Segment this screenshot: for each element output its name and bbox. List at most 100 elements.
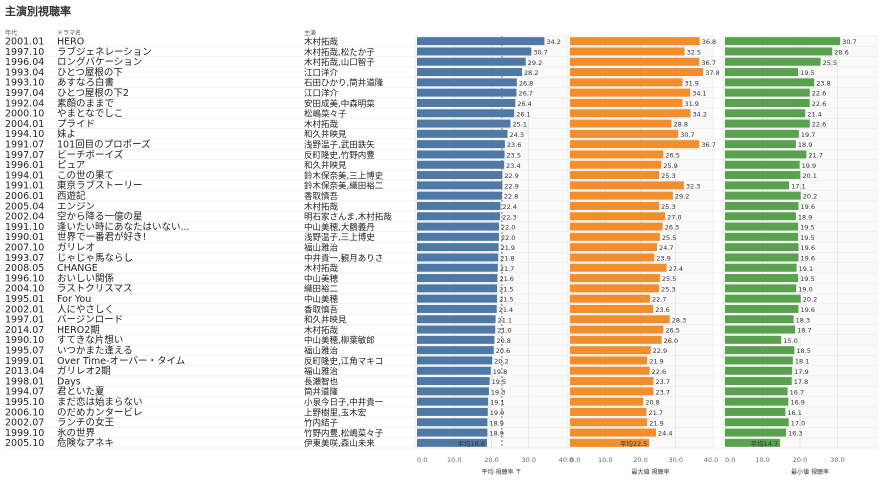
- bar-max: [570, 160, 662, 169]
- bar-min: [725, 232, 799, 241]
- x-tick-label: 0.0: [570, 456, 580, 464]
- data-label: 16.7: [790, 388, 804, 396]
- bar-avg: [417, 356, 493, 365]
- data-label: 27.4: [669, 265, 683, 273]
- year-label: 2002.01: [5, 304, 44, 315]
- data-label: 21.7: [648, 409, 662, 417]
- bar-max: [570, 335, 662, 344]
- x-tick-label: 20.0: [484, 456, 498, 464]
- drama-title-label: 西遊記: [57, 190, 86, 202]
- cast-label: 上野樹里,玉木宏: [304, 407, 366, 418]
- data-label: 21.4: [499, 306, 513, 314]
- bar-min: [725, 304, 799, 313]
- bar-avg: [417, 222, 499, 231]
- drama-title-label: ロングバケーション: [57, 56, 142, 68]
- bar-min: [725, 140, 796, 149]
- cast-label: 江口洋介: [304, 88, 339, 99]
- bar-max: [570, 191, 673, 200]
- bar-avg: [417, 68, 523, 77]
- data-label: 25.1: [512, 121, 526, 129]
- data-label: 36.7: [701, 59, 715, 67]
- data-label: 32.5: [687, 48, 701, 56]
- data-label: 36.7: [701, 141, 715, 149]
- data-label: 29.2: [528, 59, 542, 67]
- data-label: 24.3: [510, 131, 524, 139]
- data-label: 26.0: [664, 337, 678, 345]
- year-label: 2006.10: [5, 407, 44, 418]
- bar-min: [725, 212, 796, 221]
- bar-avg: [417, 397, 489, 406]
- bar-min: [725, 68, 799, 77]
- data-label: 21.0: [497, 327, 511, 335]
- cast-label: 中山美穂: [304, 273, 339, 284]
- data-label: 26.5: [665, 151, 679, 159]
- data-label: 34.2: [546, 38, 560, 46]
- bar-max: [570, 212, 666, 221]
- data-label: 21.1: [498, 316, 512, 324]
- drama-title-label: HERO2期: [57, 325, 100, 336]
- cast-label: 中井貴一,観月ありさ: [304, 253, 383, 264]
- page-title: 主演別視聴率: [5, 5, 71, 18]
- drama-title-label: いつかまた逢える: [57, 344, 133, 356]
- cast-label: 中山美穂,大鶴義丹: [304, 222, 375, 233]
- bar-avg: [417, 335, 495, 344]
- cast-label: 福山雅治: [304, 366, 339, 377]
- data-label: 28.3: [672, 316, 686, 324]
- column-header-cast: 主演: [304, 30, 317, 37]
- x-tick-label: 0.0: [417, 456, 427, 464]
- year-label: 1993.10: [5, 78, 44, 89]
- data-label: 23.7: [656, 388, 670, 396]
- bar-min: [725, 222, 799, 231]
- bar-min: [725, 263, 797, 272]
- x-tick-label: 30.0: [522, 456, 536, 464]
- bar-max: [570, 356, 648, 365]
- drama-title-label: この世の果て: [57, 169, 114, 181]
- cast-label: 木村拓哉: [304, 325, 339, 336]
- cast-label: 織田裕二: [304, 284, 339, 295]
- drama-title-label: ガリレオ2期: [57, 366, 111, 377]
- bar-avg: [417, 78, 517, 87]
- cast-label: 和久井映見: [304, 129, 347, 140]
- drama-title-label: 逢いたい時にあなたはいない...: [57, 221, 190, 233]
- bar-avg: [417, 377, 490, 386]
- data-label: 19.5: [492, 378, 506, 386]
- year-label: 2001.01: [5, 36, 44, 47]
- data-label: 28.2: [524, 69, 538, 77]
- bar-max: [570, 346, 651, 355]
- bar-min: [725, 315, 794, 324]
- data-label: 34.1: [692, 90, 706, 98]
- cast-label: 松嶋菜々子: [304, 109, 347, 120]
- bar-min: [725, 150, 807, 159]
- bar-min: [725, 171, 801, 180]
- data-label: 23.8: [816, 79, 830, 87]
- data-label: 16.9: [790, 399, 804, 407]
- bar-min: [725, 78, 815, 87]
- cast-label: 鈴木保奈美,三上博史: [304, 170, 384, 181]
- data-label: 20.8: [496, 337, 510, 345]
- year-label: 2005.10: [5, 438, 44, 449]
- cast-label: 伊東美咲,森山未来: [304, 438, 375, 449]
- bar-avg: [417, 387, 489, 396]
- data-label: 25.3: [661, 285, 675, 293]
- x-tick-label: 20.0: [793, 456, 807, 464]
- bar-min: [725, 284, 797, 293]
- data-label: 19.5: [800, 275, 814, 283]
- drama-title-label: 東京ラブストーリー: [57, 180, 143, 192]
- data-label: 20.2: [803, 296, 817, 304]
- data-label: 19.5: [800, 69, 814, 77]
- drama-title-label: For You: [57, 294, 91, 305]
- bar-min: [725, 243, 799, 252]
- data-label: 26.7: [518, 90, 532, 98]
- data-label: 平均18.8: [458, 439, 485, 448]
- bar-min: [725, 356, 793, 365]
- year-label: 1990.10: [5, 335, 44, 346]
- data-label: 30.7: [533, 48, 547, 56]
- data-label: 20.6: [496, 347, 510, 355]
- cast-label: 浅野温子,三上博史: [304, 232, 375, 243]
- bar-max: [570, 294, 651, 303]
- data-label: 20.1: [802, 172, 816, 180]
- cast-label: 鈴木保奈美,織田裕二: [304, 181, 384, 192]
- cast-label: 竹内結子: [304, 418, 339, 429]
- bar-avg: [417, 129, 508, 138]
- year-label: 2004.10: [5, 284, 44, 295]
